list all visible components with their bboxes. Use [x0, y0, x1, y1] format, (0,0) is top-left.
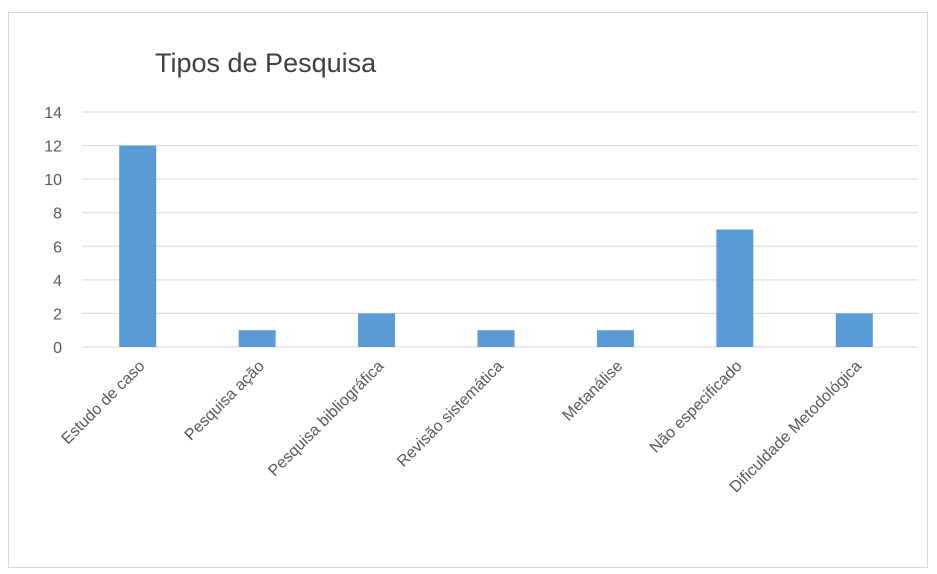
bar — [358, 313, 396, 347]
x-tick-label: Pesquisa bibliográfica — [265, 358, 387, 480]
y-tick-label: 12 — [44, 139, 62, 156]
bar — [238, 330, 276, 347]
x-tick-label: Não especificado — [647, 358, 746, 457]
bar — [119, 145, 157, 347]
chart-title: Tipos de Pesquisa — [155, 48, 377, 78]
y-tick-label: 6 — [53, 239, 62, 256]
y-tick-label: 14 — [44, 105, 62, 122]
x-tick-label: Metanálise — [560, 358, 627, 425]
chart-frame — [8, 12, 928, 568]
bar — [596, 330, 634, 347]
bar — [835, 313, 873, 347]
bars — [119, 145, 873, 347]
y-tick-label: 10 — [44, 172, 62, 189]
y-axis-ticks: 0 2 4 6 8 10 12 14 — [44, 105, 62, 357]
x-tick-label: Estudo de caso — [59, 358, 149, 448]
x-tick-label: Dificuldade Metodológica — [727, 358, 866, 497]
y-tick-label: 4 — [53, 273, 62, 290]
bar — [716, 229, 754, 347]
y-tick-label: 2 — [53, 306, 62, 323]
y-tick-label: 8 — [53, 206, 62, 223]
gridlines — [82, 111, 918, 348]
x-tick-label: Pesquisa ação — [182, 358, 268, 444]
x-tick-label: Revisão sistemática — [394, 358, 507, 471]
bar — [477, 330, 515, 347]
y-tick-label: 0 — [53, 340, 62, 357]
